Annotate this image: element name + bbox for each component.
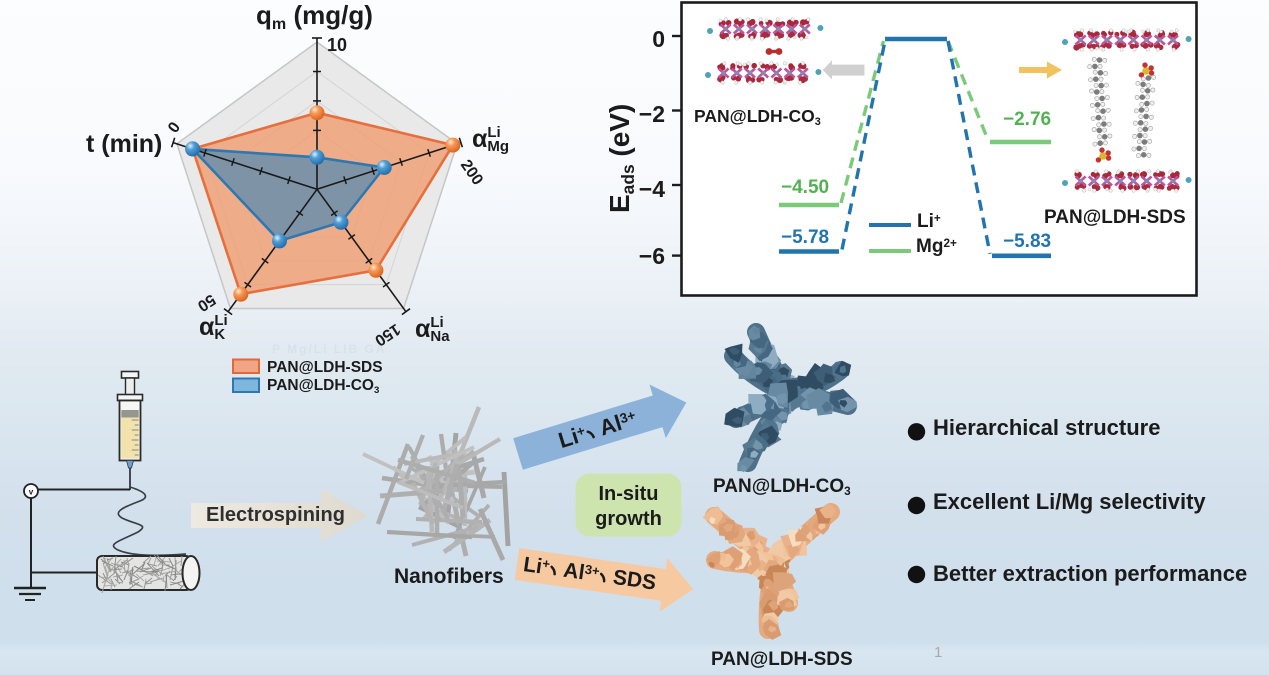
svg-text:v: v [29,488,34,497]
